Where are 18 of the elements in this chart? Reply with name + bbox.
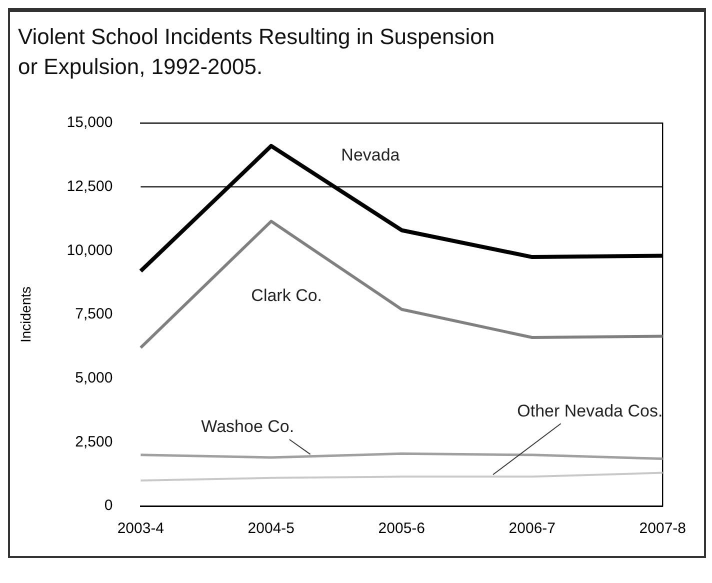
x-tick-label: 2007-8 (639, 520, 686, 538)
y-tick-label: 7,500 (75, 306, 113, 323)
y-tick-label: 0 (104, 497, 113, 514)
series-label: Washoe Co. (201, 417, 294, 436)
y-tick-label: 15,000 (66, 114, 113, 132)
chart-title: Violent School Incidents Resulting in Suspension or Expulsion, 1992-2005. (17, 23, 496, 81)
y-tick-label: 12,500 (66, 178, 113, 195)
y-axis-title: Incidents (17, 286, 34, 343)
x-tick-label: 2004-5 (248, 520, 295, 538)
y-tick-label: 10,000 (66, 242, 113, 259)
x-tick-label: 2006-7 (508, 520, 556, 538)
series-label: Clark Co. (251, 286, 322, 305)
x-tick-label: 2003-4 (117, 520, 164, 538)
text: Other Nevada Cos. (517, 401, 663, 420)
x-tick-label: 2005-6 (378, 520, 426, 538)
series-label: Nevada (341, 146, 400, 165)
y-tick-label: 5,000 (75, 369, 113, 386)
y-tick-label: 2,500 (75, 433, 113, 450)
